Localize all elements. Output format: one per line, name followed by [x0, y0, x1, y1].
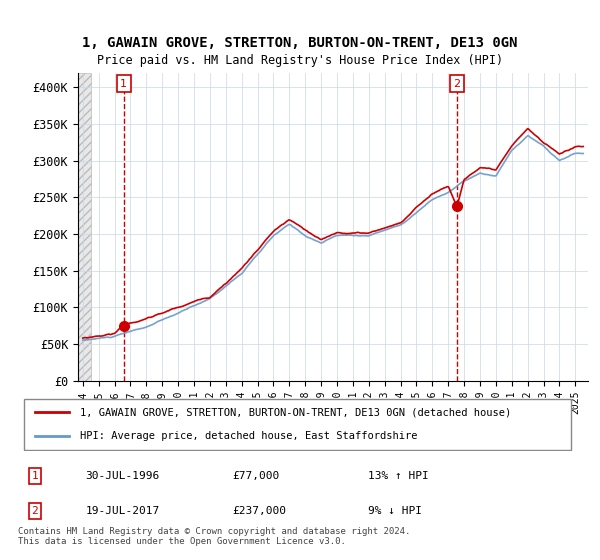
Text: 30-JUL-1996: 30-JUL-1996 [86, 471, 160, 481]
Text: HPI: Average price, detached house, East Staffordshire: HPI: Average price, detached house, East… [80, 431, 418, 441]
Text: 2: 2 [32, 506, 38, 516]
Text: 1: 1 [32, 471, 38, 481]
Text: 19-JUL-2017: 19-JUL-2017 [86, 506, 160, 516]
Text: 9% ↓ HPI: 9% ↓ HPI [368, 506, 422, 516]
FancyBboxPatch shape [23, 399, 571, 450]
Text: 1, GAWAIN GROVE, STRETTON, BURTON-ON-TRENT, DE13 0GN: 1, GAWAIN GROVE, STRETTON, BURTON-ON-TRE… [82, 36, 518, 50]
Text: 1, GAWAIN GROVE, STRETTON, BURTON-ON-TRENT, DE13 0GN (detached house): 1, GAWAIN GROVE, STRETTON, BURTON-ON-TRE… [80, 408, 511, 418]
Text: £237,000: £237,000 [232, 506, 286, 516]
Text: Contains HM Land Registry data © Crown copyright and database right 2024.
This d: Contains HM Land Registry data © Crown c… [18, 526, 410, 546]
Text: Price paid vs. HM Land Registry's House Price Index (HPI): Price paid vs. HM Land Registry's House … [97, 54, 503, 67]
Bar [75, 73, 91, 381]
Text: 13% ↑ HPI: 13% ↑ HPI [368, 471, 428, 481]
Text: £77,000: £77,000 [232, 471, 280, 481]
Text: 2: 2 [454, 79, 460, 89]
Text: 1: 1 [120, 79, 127, 89]
